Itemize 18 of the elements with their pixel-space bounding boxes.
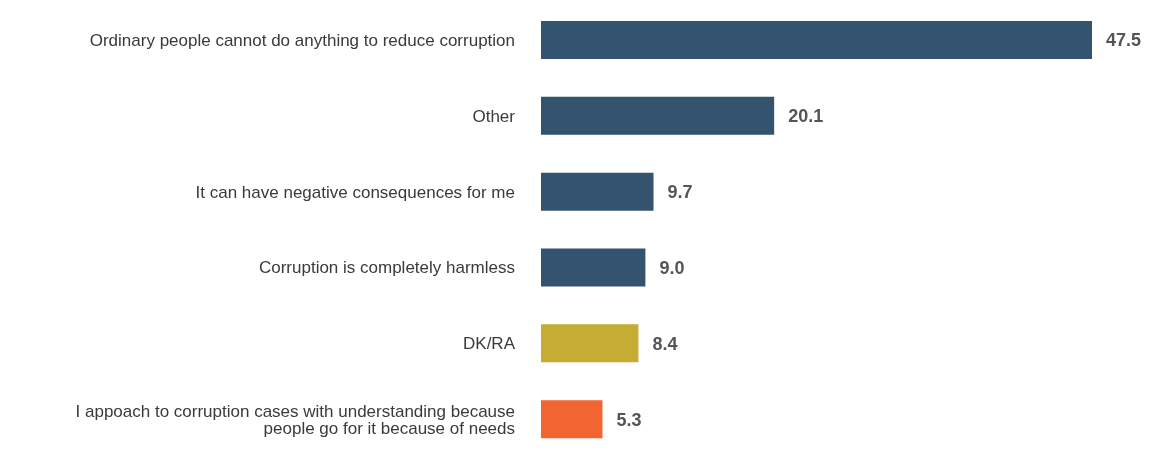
data-label: 8.4 [652, 333, 678, 354]
data-label: 5.3 [616, 409, 642, 430]
bar [541, 248, 646, 287]
y-tick-label: Corruption is completely harmless [258, 258, 515, 278]
y-tick-label: I appoach to corruption cases with understanding because people go for it because of needs [75, 401, 515, 438]
bar [541, 96, 775, 135]
y-tick-label: DK/RA [463, 334, 516, 354]
data-label: 20.1 [788, 106, 824, 127]
bar [541, 324, 639, 363]
y-tick-label: Ordinary people cannot do anything to reduce corruption [89, 30, 515, 50]
bar [541, 172, 654, 211]
data-label: 47.5 [1106, 30, 1142, 51]
y-tick-label: It can have negative consequences for me [195, 182, 515, 202]
y-tick-label: Other [472, 106, 516, 126]
bar [541, 20, 1092, 59]
bar [541, 400, 603, 439]
data-label: 9.0 [659, 257, 685, 278]
data-label: 9.7 [667, 182, 693, 203]
